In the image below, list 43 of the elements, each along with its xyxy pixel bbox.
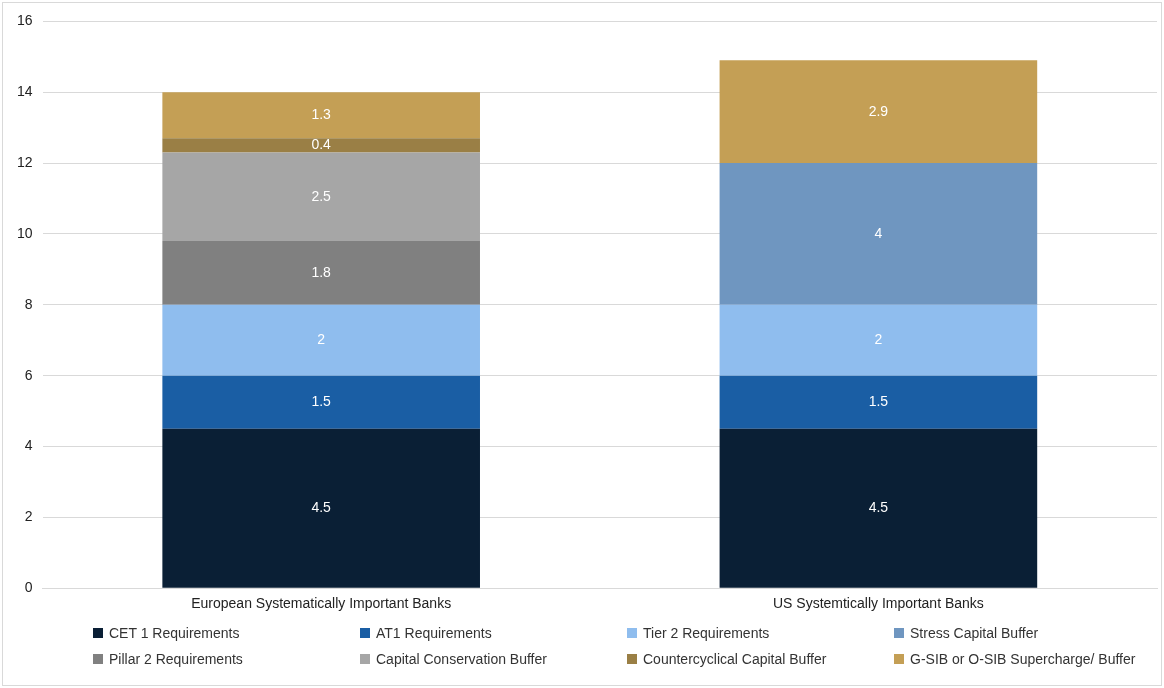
- legend-label: G-SIB or O-SIB Supercharge/ Buffer: [910, 651, 1136, 667]
- x-tick-label: US Systemtically Important Banks: [772, 595, 984, 612]
- data-label: 4.5: [868, 499, 889, 516]
- data-label: 1.8: [311, 263, 332, 280]
- bar: [162, 138, 480, 153]
- legend-label: Capital Conservation Buffer: [376, 651, 547, 667]
- y-tick-label: 16: [16, 12, 33, 29]
- data-label: 0.4: [311, 136, 332, 153]
- bar: [719, 163, 1038, 305]
- bar: [719, 375, 1038, 429]
- y-tick-label: 2: [24, 508, 33, 525]
- y-tick-label: 4: [24, 437, 33, 454]
- legend-label: CET 1 Requirements: [109, 625, 240, 641]
- y-tick-label: 10: [16, 224, 33, 241]
- bar: [162, 152, 480, 242]
- data-label: 1.5: [311, 393, 332, 410]
- data-label: 2.5: [311, 187, 332, 204]
- bar: [719, 60, 1038, 164]
- data-label: 2: [874, 331, 883, 348]
- legend-label: Tier 2 Requirements: [643, 625, 770, 641]
- y-tick-label: 14: [16, 83, 33, 100]
- y-tick-label: 12: [16, 153, 33, 170]
- legend-label: Pillar 2 Requirements: [109, 651, 243, 667]
- bar: [162, 428, 480, 588]
- x-tick-label: European Systematically Important Banks: [191, 595, 452, 612]
- bar: [719, 428, 1038, 588]
- legend-label: AT1 Requirements: [376, 625, 492, 641]
- data-label: 4.5: [311, 499, 332, 516]
- data-label: 4: [874, 224, 883, 241]
- data-label: 2.9: [868, 102, 889, 119]
- legend-label: Stress Capital Buffer: [910, 625, 1039, 641]
- bar: [162, 375, 480, 429]
- data-label: 1.5: [868, 393, 889, 410]
- bar: [719, 304, 1038, 376]
- data-label: 2: [317, 331, 326, 348]
- bar: [162, 241, 480, 305]
- bar: [162, 92, 480, 139]
- data-label: 1.3: [311, 106, 332, 123]
- legend-label: Countercyclical Capital Buffer: [643, 651, 827, 667]
- y-tick-label: 0: [24, 579, 33, 596]
- bar: [162, 304, 480, 376]
- y-tick-label: 8: [24, 295, 33, 312]
- y-tick-label: 6: [24, 366, 33, 383]
